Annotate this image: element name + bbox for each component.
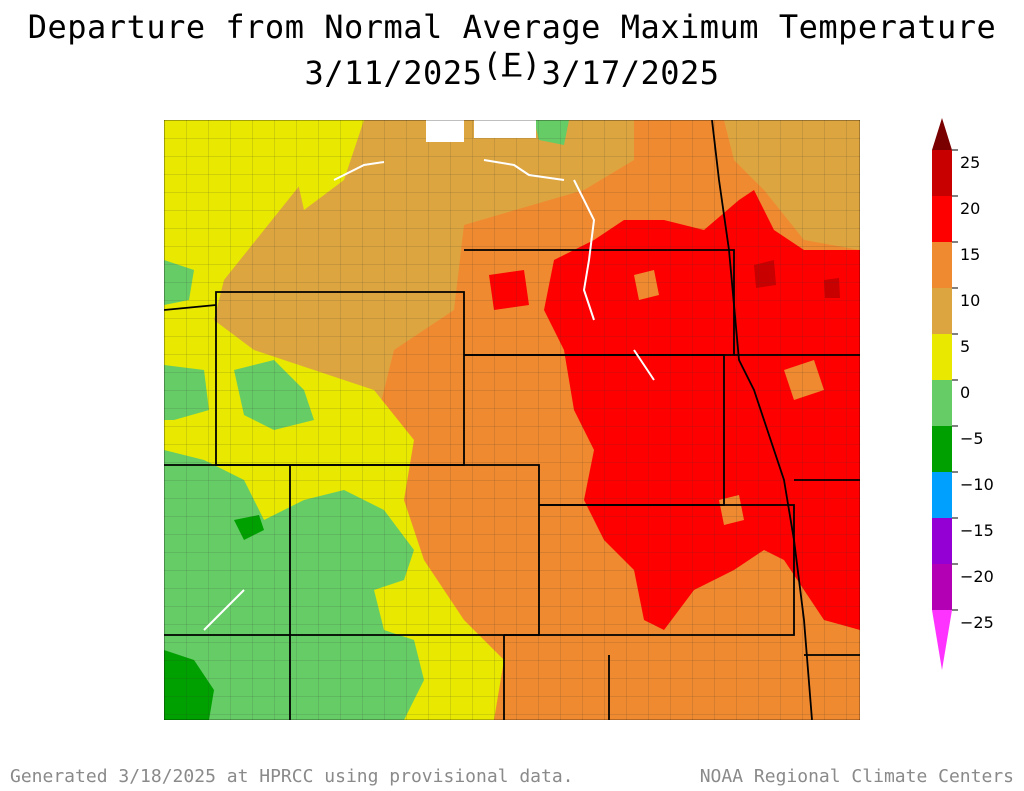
legend-label: 0 (960, 383, 970, 402)
legend-label: 10 (960, 291, 980, 310)
legend-label: −20 (960, 567, 994, 586)
legend-swatch (932, 150, 952, 196)
map-title: Departure from Normal Average Maximum Te… (27, 8, 997, 84)
legend-swatch (932, 472, 952, 518)
state-borders (164, 120, 860, 720)
legend-label: 15 (960, 245, 980, 264)
lake (426, 120, 464, 142)
legend-swatch (932, 518, 952, 564)
color-scale-legend: 25 20 15 10 5 0 −5 −10 −15 −20 −25 (932, 118, 994, 670)
lake-b (474, 120, 536, 138)
source-credit: NOAA Regional Climate Centers (699, 766, 1014, 787)
legend-swatch (932, 380, 952, 426)
legend-swatch (932, 564, 952, 610)
legend-label: −15 (960, 521, 994, 540)
legend-label: −10 (960, 475, 994, 494)
legend-bottom-arrow (932, 610, 952, 670)
legend-swatch (932, 288, 952, 334)
legend-top-arrow (932, 118, 952, 150)
legend-swatch (932, 242, 952, 288)
date-range: 3/11/2025 – 3/17/2025 (304, 54, 720, 92)
legend-swatch (932, 196, 952, 242)
legend-swatch (932, 334, 952, 380)
generated-note: Generated 3/18/2025 at HPRCC using provi… (10, 766, 574, 787)
temperature-departure-map (164, 120, 860, 720)
legend-swatch (932, 426, 952, 472)
legend-label: 25 (960, 153, 980, 172)
river (203, 159, 655, 631)
legend-label: 5 (960, 337, 970, 356)
legend-label: 20 (960, 199, 980, 218)
legend-label: −25 (960, 613, 994, 632)
legend-label: −5 (960, 429, 984, 448)
